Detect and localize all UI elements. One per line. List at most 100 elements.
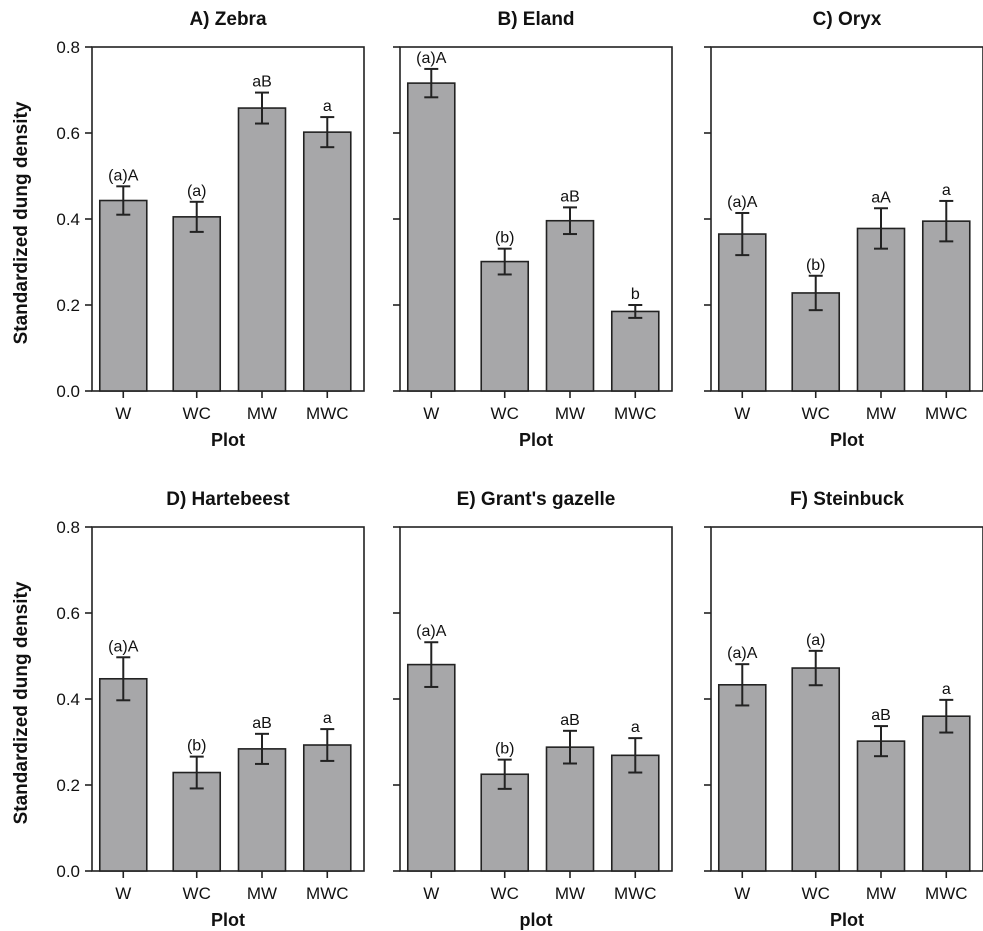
chart-panel: (a)A W (b) WC aB MW a MWC E) Grant's gazelle plot [393, 489, 673, 930]
significance-label: b [631, 286, 640, 303]
x-tick-label: MWC [614, 884, 656, 903]
bar [856, 227, 906, 392]
significance-label: (a) [806, 632, 826, 649]
x-axis-label: plot [520, 910, 553, 930]
significance-label: a [942, 681, 951, 698]
x-tick-label: W [734, 884, 750, 903]
x-tick-label: MW [247, 404, 277, 423]
panel-title: B) Eland [497, 9, 574, 30]
bar [856, 740, 906, 872]
panel-title: E) Grant's gazelle [457, 489, 616, 510]
x-axis-label: Plot [830, 910, 864, 930]
significance-label: aB [560, 712, 580, 729]
x-tick-label: W [423, 884, 439, 903]
significance-label: a [942, 182, 951, 199]
y-tick-label: 0.6 [56, 124, 80, 143]
x-tick-label: MWC [306, 404, 348, 423]
chart-panel: 0.0 0.2 0.4 0.6 0.8 (a)A W (b) WC aB MW a MWC D) Hart… [11, 489, 365, 930]
bar [302, 744, 352, 872]
bar [545, 746, 595, 872]
x-tick-label: MW [247, 884, 277, 903]
significance-label: (b) [495, 741, 515, 758]
bar [237, 107, 287, 392]
significance-label: (b) [495, 230, 515, 247]
bar [545, 219, 595, 392]
panel-title: A) Zebra [189, 9, 267, 30]
x-tick-label: WC [183, 884, 211, 903]
x-tick-label: WC [183, 404, 211, 423]
x-tick-label: W [115, 404, 131, 423]
x-tick-label: MW [866, 884, 896, 903]
significance-label: aB [871, 707, 891, 724]
x-tick-label: W [734, 404, 750, 423]
bar [717, 684, 767, 872]
y-tick-label: 0.8 [56, 518, 80, 537]
significance-label: (a) [187, 183, 207, 200]
x-tick-label: W [115, 884, 131, 903]
bar [406, 82, 456, 392]
bar [610, 310, 660, 392]
significance-label: aB [252, 715, 272, 732]
bar [237, 748, 287, 872]
y-tick-label: 0.8 [56, 38, 80, 57]
significance-label: (a)A [727, 194, 758, 211]
x-tick-label: WC [802, 404, 830, 423]
y-tick-label: 0.4 [56, 690, 80, 709]
x-axis-label: Plot [519, 430, 553, 450]
y-axis-label: Standardized dung density [11, 581, 32, 824]
panel-title: F) Steinbuck [790, 489, 904, 510]
x-tick-label: WC [802, 884, 830, 903]
significance-label: (b) [187, 738, 207, 755]
significance-label: (a)A [416, 50, 447, 67]
y-tick-label: 0.0 [56, 382, 80, 401]
x-tick-label: MWC [925, 404, 967, 423]
chart-panel: (a)A W (b) WC aB MW b MWC B) Eland Plot [393, 9, 673, 450]
x-tick-label: MWC [925, 884, 967, 903]
significance-label: aB [252, 74, 272, 91]
x-tick-label: MWC [614, 404, 656, 423]
bar [172, 216, 222, 392]
x-axis-label: Plot [211, 430, 245, 450]
chart-panel: 0.0 0.2 0.4 0.6 0.8 (a)A W (a) WC aB MW a MWC A) Zebr… [11, 9, 365, 450]
y-tick-label: 0.4 [56, 210, 80, 229]
x-tick-label: WC [491, 884, 519, 903]
significance-label: a [323, 98, 332, 115]
bar [406, 663, 456, 872]
x-axis-label: Plot [830, 430, 864, 450]
bar [791, 667, 841, 872]
bar [921, 220, 971, 392]
significance-label: aB [560, 188, 580, 205]
significance-label: a [631, 719, 640, 736]
x-axis-label: Plot [211, 910, 245, 930]
y-tick-label: 0.0 [56, 862, 80, 881]
x-tick-label: MW [866, 404, 896, 423]
panel-title: D) Hartebeest [166, 489, 290, 510]
bar [98, 677, 148, 872]
x-tick-label: MW [555, 884, 585, 903]
y-tick-label: 0.2 [56, 776, 80, 795]
significance-label: aA [871, 189, 891, 206]
bar [302, 131, 352, 392]
x-tick-label: MWC [306, 884, 348, 903]
chart-panel: (a)A W (a) WC aB MW a MWC F) Steinbuck Plot [704, 489, 983, 930]
significance-label: (a)A [416, 623, 447, 640]
chart-panel: (a)A W (b) WC aA MW a MWC C) Oryx Plot [704, 9, 983, 450]
significance-label: (a)A [108, 638, 139, 655]
bar [610, 754, 660, 872]
bar [98, 199, 148, 392]
x-tick-label: W [423, 404, 439, 423]
y-axis-label: Standardized dung density [11, 101, 32, 344]
bar [717, 233, 767, 392]
y-tick-label: 0.6 [56, 604, 80, 623]
x-tick-label: MW [555, 404, 585, 423]
bar [921, 715, 971, 872]
y-tick-label: 0.2 [56, 296, 80, 315]
significance-label: (a)A [727, 645, 758, 662]
significance-label: (a)A [108, 167, 139, 184]
x-tick-label: WC [491, 404, 519, 423]
panel-title: C) Oryx [813, 9, 882, 30]
significance-label: a [323, 710, 332, 727]
significance-label: (b) [806, 257, 826, 274]
bar [480, 260, 530, 392]
